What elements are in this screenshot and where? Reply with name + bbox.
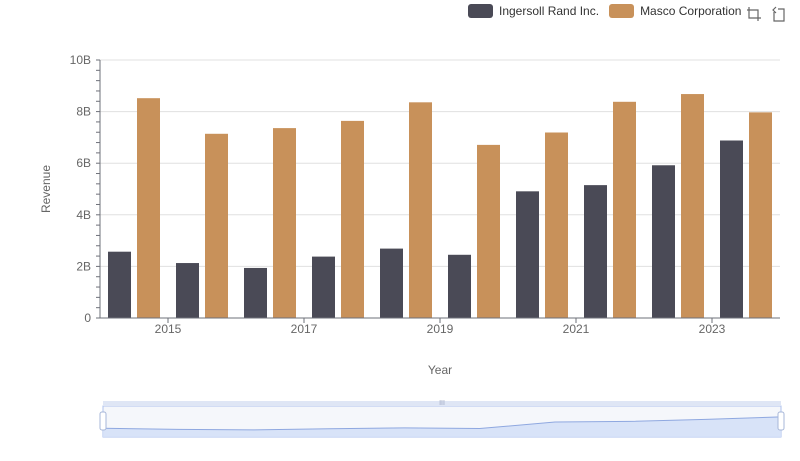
y-tick-label: 8B (76, 105, 91, 119)
slider-preview-line (102, 416, 782, 431)
bar (273, 128, 296, 318)
y-tick-label: 6B (76, 156, 91, 170)
y-tick-label: 4B (76, 208, 91, 222)
legend-label-masco: Masco Corporation (640, 4, 742, 18)
x-axis: 2015 2017 2019 2021 2023 (100, 317, 780, 336)
bar (409, 102, 432, 318)
bar (681, 94, 704, 318)
bar (477, 144, 500, 318)
data-zoom-slider[interactable]: III (99, 400, 785, 438)
bar (341, 120, 364, 318)
bar (720, 140, 743, 318)
bar (584, 185, 607, 318)
restore-icon[interactable] (770, 6, 786, 22)
x-tick-label: 2017 (291, 322, 318, 336)
slider-top-bar (103, 401, 781, 406)
bar (137, 98, 160, 319)
x-tick-label: 2021 (563, 322, 590, 336)
bar (545, 132, 568, 318)
y-tick-label: 2B (76, 259, 91, 273)
legend-label-ingersoll-rand: Ingersoll Rand Inc. (499, 4, 600, 18)
legend-item-ingersoll-rand[interactable]: Ingersoll Rand Inc. (468, 4, 599, 18)
slider-handle-left (99, 411, 107, 431)
toolbox (746, 6, 786, 22)
bar (516, 191, 539, 318)
bar (205, 133, 228, 318)
y-tick-label: 0 (84, 311, 91, 325)
zoom-select-icon[interactable] (746, 6, 762, 22)
x-tick-label: 2019 (427, 322, 454, 336)
bar (613, 101, 636, 319)
bar (108, 251, 131, 318)
legend-item-masco[interactable]: Masco Corporation (609, 4, 741, 18)
legend-swatch-ingersoll-rand (468, 4, 493, 18)
x-tick-label: 2023 (699, 322, 726, 336)
bar (312, 256, 335, 318)
legend: Ingersoll Rand Inc. Masco Corporation (468, 4, 741, 18)
bar (176, 263, 199, 318)
slider-handle-right (777, 411, 785, 431)
x-axis-title: Year (428, 363, 452, 377)
bar (652, 165, 675, 318)
y-tick-label: 10B (70, 53, 91, 67)
bar (448, 254, 471, 318)
slider-grip: III (439, 400, 445, 407)
bars (108, 94, 772, 319)
bar (244, 267, 267, 318)
y-axis-title: Revenue (39, 165, 53, 213)
bar (380, 248, 403, 318)
x-tick-label: 2015 (155, 322, 182, 336)
bar (749, 112, 772, 319)
grid-lines (100, 59, 780, 267)
legend-swatch-masco (609, 4, 635, 18)
y-axis-ticks: 0 2B 4B 6B 8B 10B (70, 53, 101, 325)
